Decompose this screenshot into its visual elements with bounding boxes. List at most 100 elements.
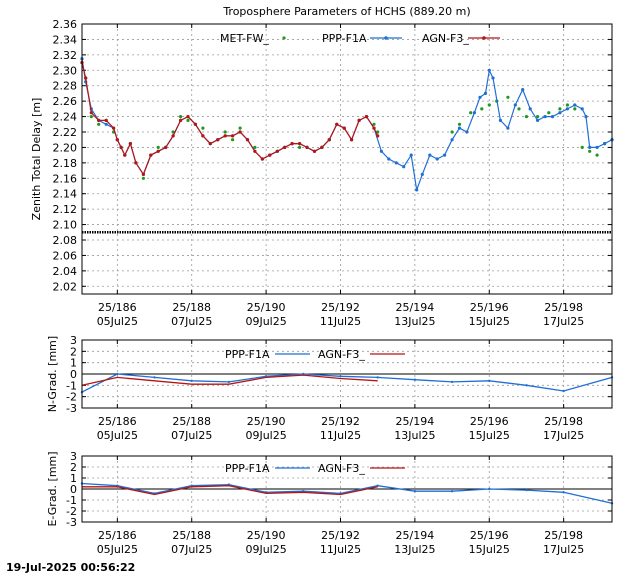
series-met-fw xyxy=(80,61,614,180)
data-point xyxy=(357,118,361,122)
y-tick-label: 2.10 xyxy=(53,219,78,232)
data-point xyxy=(290,142,294,146)
data-point xyxy=(506,95,510,99)
y-tick-label: 2 xyxy=(70,345,77,358)
x-tick-label-date: 05Jul25 xyxy=(97,315,138,328)
data-point xyxy=(305,145,309,149)
data-point xyxy=(327,138,331,142)
y-tick-label: 2.14 xyxy=(53,188,78,201)
data-point xyxy=(238,126,242,130)
data-point xyxy=(413,378,417,381)
data-point xyxy=(435,157,439,161)
series-ppp-f1a xyxy=(80,372,614,394)
y-tick-label: -2 xyxy=(66,505,77,518)
x-tick-label-doy: 25/194 xyxy=(396,301,435,314)
x-tick-label-date: 09Jul25 xyxy=(245,315,286,328)
y-tick-label: 2.04 xyxy=(53,265,78,278)
x-tick-label-doy: 25/192 xyxy=(321,301,360,314)
x-tick-label-doy: 25/192 xyxy=(321,529,360,542)
y-tick-label: 2.08 xyxy=(53,234,78,247)
x-tick-label-doy: 25/192 xyxy=(321,415,360,428)
series-line xyxy=(81,374,378,386)
data-point xyxy=(573,103,577,107)
data-point xyxy=(275,149,279,153)
data-point xyxy=(550,115,555,119)
y-tick-label: -3 xyxy=(66,402,77,415)
data-point xyxy=(283,145,287,149)
x-tick-label-doy: 25/196 xyxy=(470,415,509,428)
x-tick-label-doy: 25/190 xyxy=(247,301,286,314)
y-tick-label: 2.24 xyxy=(53,111,78,124)
x-tick-label-doy: 25/196 xyxy=(470,529,509,542)
data-point xyxy=(298,142,302,146)
data-point xyxy=(364,115,369,119)
data-point xyxy=(171,130,175,134)
series-agn-f3 xyxy=(81,374,378,386)
data-point xyxy=(525,488,528,492)
y-axis-label: N-Grad. [mm] xyxy=(46,336,59,412)
data-point xyxy=(588,149,592,153)
data-point xyxy=(465,130,469,134)
data-point xyxy=(119,145,123,149)
data-point xyxy=(580,107,584,111)
plot-frame xyxy=(81,339,613,409)
data-point xyxy=(402,165,406,169)
data-point xyxy=(372,122,376,126)
panel-1: 2.02 2.04 2.06 2.08 2.10 2.12 2.14 2.16 2.18 2.20… xyxy=(30,5,614,328)
legend-label: AGN-F3_ xyxy=(318,462,365,475)
data-point xyxy=(245,138,250,142)
data-point xyxy=(89,115,93,119)
data-point xyxy=(394,161,398,165)
data-point xyxy=(595,153,599,157)
x-tick-label-date: 17Jul25 xyxy=(543,429,584,442)
x-tick-label-doy: 25/186 xyxy=(98,415,137,428)
y-tick-label: 2.12 xyxy=(53,203,78,216)
data-point xyxy=(528,107,532,111)
data-point xyxy=(238,130,242,134)
data-point xyxy=(128,142,132,146)
y-tick-label: 2.36 xyxy=(53,18,78,31)
data-point xyxy=(562,491,565,494)
data-point xyxy=(201,134,205,138)
data-point xyxy=(186,118,190,122)
plot-frame xyxy=(81,23,613,295)
legend-label: AGN-F3_ xyxy=(318,348,365,361)
series-agn-f3 xyxy=(80,61,380,176)
chart-title: Troposphere Parameters of HCHS (889.20 m… xyxy=(222,5,470,18)
data-point xyxy=(580,145,584,149)
data-point xyxy=(413,490,417,493)
data-point xyxy=(498,118,502,122)
legend-label: PPP-F1A xyxy=(322,32,367,45)
x-tick-label-doy: 25/196 xyxy=(470,301,509,314)
x-tick-label-date: 09Jul25 xyxy=(245,429,286,442)
y-tick-label: -2 xyxy=(66,391,77,404)
data-point xyxy=(231,134,235,138)
data-point xyxy=(521,88,525,92)
data-point xyxy=(543,115,547,119)
data-point xyxy=(134,161,138,165)
data-point xyxy=(312,149,317,153)
data-point xyxy=(603,142,607,146)
data-point xyxy=(253,145,257,149)
x-tick-label-date: 07Jul25 xyxy=(171,543,212,556)
plot-frame xyxy=(81,455,613,523)
y-axis-label: Zenith Total Delay [m] xyxy=(30,98,43,221)
data-point xyxy=(156,145,160,149)
data-point xyxy=(179,118,183,122)
data-point xyxy=(536,115,540,119)
data-point xyxy=(164,145,168,149)
data-point xyxy=(376,134,380,138)
data-point xyxy=(428,153,432,157)
data-point xyxy=(450,138,454,142)
data-point xyxy=(595,145,599,149)
data-point xyxy=(517,107,521,111)
data-point xyxy=(558,107,562,111)
data-point xyxy=(372,126,376,130)
data-point xyxy=(478,95,482,99)
data-point xyxy=(443,153,447,157)
data-point xyxy=(350,138,354,142)
y-tick-label: 3 xyxy=(70,450,77,463)
x-tick-label-doy: 25/198 xyxy=(544,529,583,542)
y-tick-label: 2.30 xyxy=(53,64,78,77)
